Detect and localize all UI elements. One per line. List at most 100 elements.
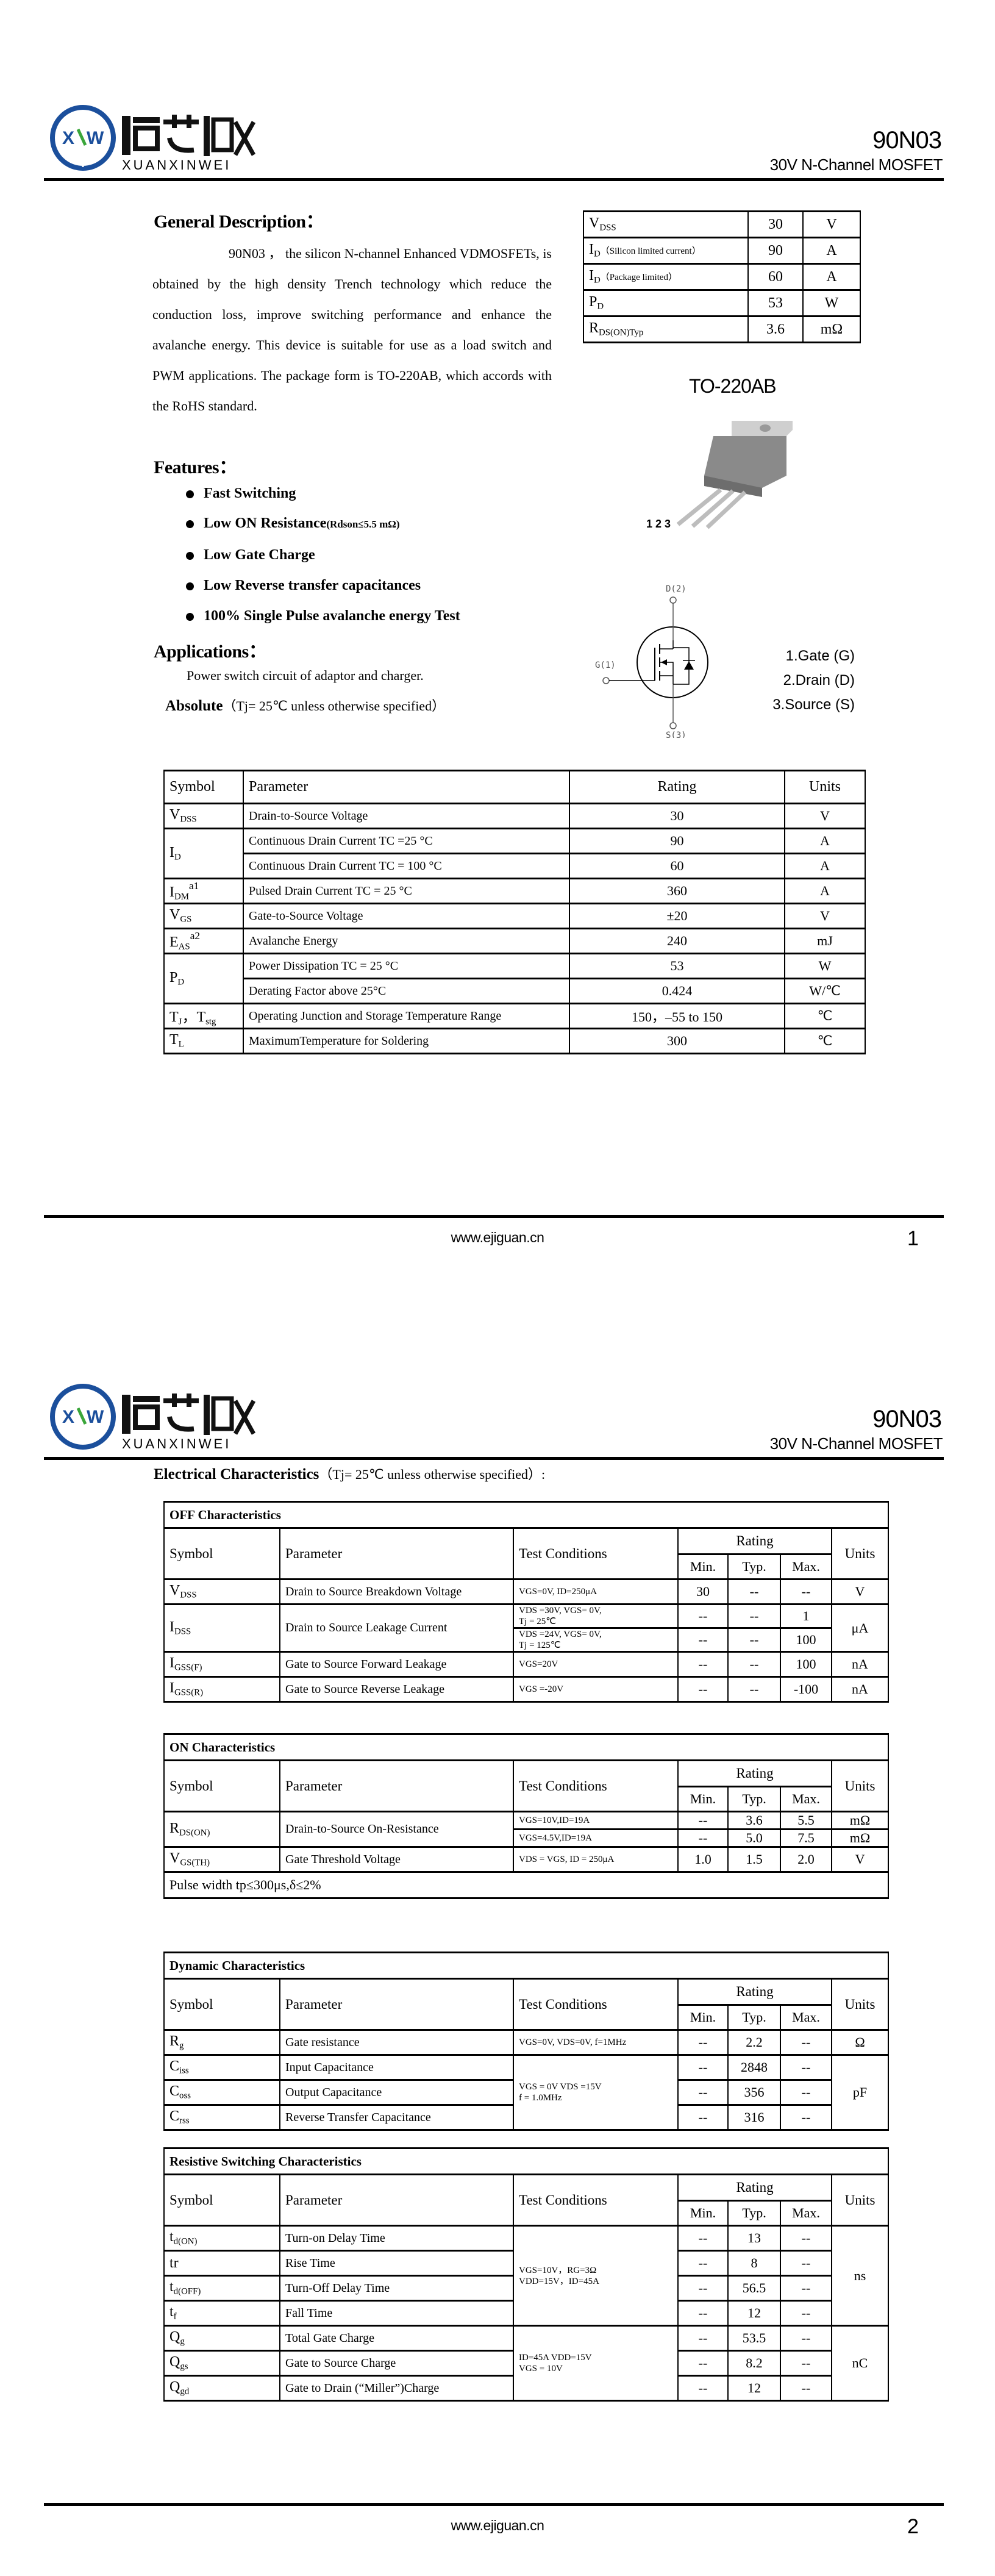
- table-row: EASa2 Avalanche Energy 240 mJ: [163, 928, 866, 954]
- symbol-base: Q: [169, 2379, 180, 2395]
- parameter-cell: Fall Time: [279, 2300, 514, 2327]
- footer-url[interactable]: www.ejiguan.cn: [451, 2517, 544, 2533]
- min-cell: --: [677, 2350, 729, 2377]
- condition-line: VGS = 10V: [519, 2364, 563, 2374]
- part-number: 90N03: [872, 127, 942, 154]
- parameter-cell: Total Gate Charge: [279, 2325, 514, 2352]
- conditions-cell: VGS=4.5V,ID=19A: [513, 1828, 679, 1848]
- absolute-ratings-table: Symbol Parameter Rating Units VDSS Drain-to-S…: [163, 770, 866, 1054]
- parameter-cell: Continuous Drain Current TC = 100 °C: [243, 853, 570, 879]
- features-heading: Features：: [154, 457, 237, 478]
- header-rating: Rating: [677, 2174, 832, 2202]
- symbol-cell: IDMa1: [163, 878, 244, 904]
- parameter-cell: Rise Time: [279, 2250, 514, 2277]
- part-number: 90N03: [872, 1406, 942, 1433]
- typ-cell: 56.5: [727, 2275, 781, 2302]
- feature-item: Low Gate Charge: [186, 547, 315, 564]
- condition-line: VDS = VGS, ID = 250μA: [519, 1855, 615, 1864]
- min-cell: --: [677, 2375, 729, 2402]
- symbol-base: I: [169, 1680, 174, 1697]
- summary-row: RDS(ON)Typ 3.6 mΩ: [583, 315, 861, 343]
- unit-cell: A: [784, 853, 866, 879]
- bullet-icon: [186, 612, 194, 621]
- rating-cell: 0.424: [569, 978, 785, 1004]
- header-symbol: Symbol: [163, 1759, 280, 1812]
- symbol-subscript: iss: [179, 2066, 189, 2076]
- table-header-row: Symbol Parameter Test Conditions Rating Unit…: [163, 1527, 889, 1580]
- symbol-base: C: [169, 2083, 180, 2100]
- off-characteristics-table: OFF Characteristics Symbol Parameter Test C…: [163, 1501, 889, 1703]
- symbol-base: V: [169, 1583, 180, 1599]
- applications-text: Power switch circuit of adaptor and char…: [187, 668, 424, 683]
- typ-cell: 316: [727, 2104, 781, 2131]
- pin-numbers: 1 2 3: [646, 518, 671, 530]
- unit-cell: mΩ: [830, 1811, 890, 1830]
- symbol-base: Q: [169, 2329, 180, 2345]
- table-title: ON Characteristics: [163, 1733, 890, 1761]
- symbol-base: I: [169, 1619, 174, 1635]
- rating-cell: 360: [569, 878, 785, 904]
- symbol-cell: Ciss: [163, 2054, 280, 2081]
- summary-unit: A: [802, 237, 861, 265]
- header-typ: Typ.: [727, 1786, 781, 1812]
- header-typ: Typ.: [727, 2004, 781, 2031]
- header-min: Min.: [677, 1786, 729, 1812]
- bullet-icon: [186, 551, 194, 560]
- parameter-cell: Gate to Drain (“Miller”)Charge: [279, 2375, 514, 2402]
- min-cell: --: [677, 2054, 729, 2081]
- absolute-label: Absolute: [165, 698, 223, 714]
- symbol-cell: RDS(ON): [163, 1811, 280, 1848]
- footer-rule: [44, 1215, 944, 1218]
- condition-line: VGS=10V，RG=3Ω: [519, 2265, 597, 2275]
- summary-value: 53: [747, 289, 804, 317]
- symbol-base: I: [169, 1655, 174, 1672]
- symbol-subscript: d(ON): [173, 2236, 198, 2247]
- header-symbol: Symbol: [163, 1978, 280, 2031]
- min-cell: --: [677, 1651, 729, 1678]
- condition-line: VGS=0V, VDS=0V, f=1MHz: [519, 2038, 627, 2047]
- general-description-text: 90N03 ， the silicon N-channel Enhanced V…: [152, 246, 552, 413]
- table-row: Coss Output Capacitance -- 356 --: [163, 2079, 888, 2106]
- electrical-note: （Tj= 25℃ unless otherwise specified）:: [319, 1467, 546, 1482]
- condition-line: VGS=20V: [519, 1659, 558, 1669]
- symbol-footnote: a1: [188, 879, 199, 892]
- header-units: Units: [784, 770, 866, 804]
- unit-cell: ns: [830, 2225, 890, 2327]
- min-cell: --: [677, 1603, 729, 1629]
- symbol-cell: tf: [163, 2300, 280, 2327]
- parameter-cell: Continuous Drain Current TC =25 °C: [243, 828, 570, 854]
- table-subheader-row: Min. Typ. Max.: [164, 1786, 888, 1812]
- max-cell: --: [780, 2054, 832, 2081]
- unit-cell: V: [784, 903, 866, 929]
- max-cell: --: [780, 2300, 832, 2327]
- product-subtitle: 30V N-Channel MOSFET: [769, 156, 943, 174]
- symbol-base: I: [169, 844, 174, 860]
- table-row: tr Rise Time -- 8 --: [163, 2250, 888, 2277]
- rating-cell: 150，–55 to 150: [569, 1003, 785, 1029]
- symbol-cell: VDSS: [163, 1578, 280, 1605]
- table-header-row: Symbol Parameter Test Conditions Rating Unit…: [163, 1759, 890, 1812]
- rating-cell: 300: [569, 1028, 785, 1054]
- min-cell: --: [677, 2104, 729, 2131]
- conditions-cell: VDS = VGS, ID = 250μA: [513, 1846, 679, 1873]
- typ-cell: 5.0: [727, 1828, 781, 1848]
- table-title-row: Resistive Switching Characteristics: [163, 2147, 890, 2175]
- condition-line: VGS=10V,ID=19A: [519, 1816, 590, 1825]
- symbol-base: V: [169, 1850, 180, 1867]
- footer-url[interactable]: www.ejiguan.cn: [451, 1229, 544, 1245]
- logo-english-name: XUANXINWEI: [122, 1436, 232, 1451]
- parameter-cell: Drain to Source Leakage Current: [279, 1603, 514, 1653]
- table-title: OFF Characteristics: [163, 1501, 889, 1529]
- symbol-subscript: J: [178, 1017, 182, 1027]
- symbol-subscript: D: [174, 852, 181, 862]
- source-label: S(3): [666, 731, 687, 738]
- unit-cell: mΩ: [830, 1828, 890, 1848]
- symbol-cell: tr: [163, 2250, 280, 2277]
- table-row: td(OFF) Turn-Off Delay Time -- 56.5 --: [163, 2275, 888, 2302]
- symbol-subscript: stg: [205, 1017, 216, 1027]
- header-symbol: Symbol: [163, 1527, 280, 1580]
- header-parameter: Parameter: [243, 770, 570, 804]
- min-cell: 1.0: [677, 1846, 729, 1873]
- table-row: Qgs Gate to Source Charge -- 8.2 --: [163, 2350, 888, 2377]
- symbol-subscript: GS: [180, 914, 192, 925]
